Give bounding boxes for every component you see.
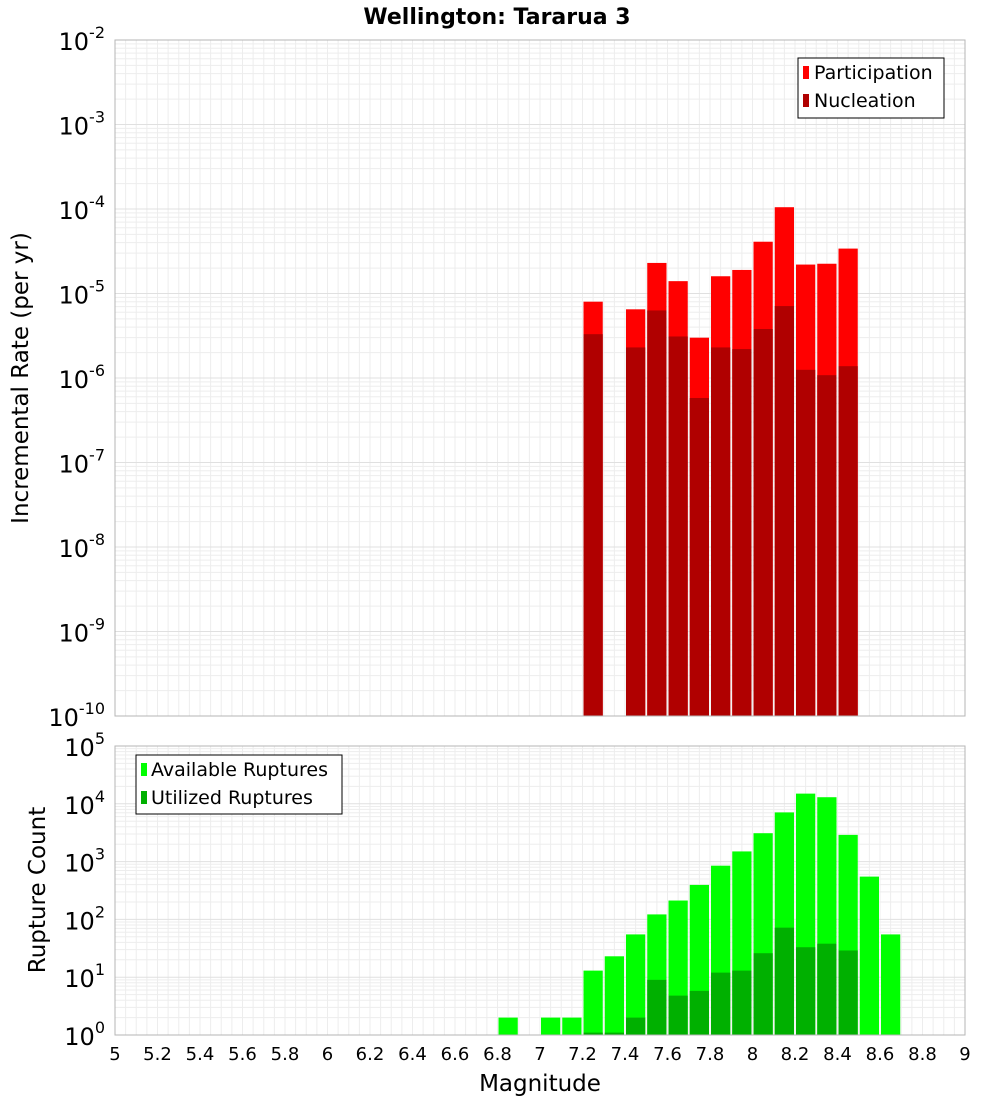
legend-label-nucleation: Nucleation — [814, 90, 916, 112]
bottom-y-tick-label: 103 — [64, 845, 105, 878]
bottom-bar-available-ruptures — [626, 934, 646, 1035]
bottom-legend-box — [135, 754, 343, 815]
bottom-bars — [498, 793, 901, 1035]
top-bar-nucleation — [647, 310, 667, 716]
top-bar-nucleation — [668, 336, 688, 716]
bottom-bar-available-ruptures — [541, 1017, 561, 1035]
top-y-tick-label: 10-10 — [48, 699, 105, 732]
top-y-tick-label: 10-2 — [59, 23, 106, 56]
top-bar-nucleation — [774, 306, 794, 716]
top-bar-nucleation — [817, 375, 837, 716]
x-tick-label: 8.6 — [866, 1044, 895, 1065]
x-tick-label: 8.8 — [908, 1044, 937, 1065]
top-bar-nucleation — [711, 347, 731, 716]
x-tick-label: 7.6 — [653, 1044, 682, 1065]
top-y-tick-label: 10-5 — [59, 277, 106, 310]
bottom-bar-utilized-ruptures — [838, 950, 858, 1035]
bottom-bar-utilized-ruptures — [732, 970, 752, 1035]
x-tick-label: 5.8 — [271, 1044, 300, 1065]
bottom-bar-utilized-ruptures — [647, 979, 667, 1035]
top-y-tick-label: 10-6 — [59, 361, 106, 394]
bottom-y-tick-labels: 100 101 102 103 104 105 — [64, 729, 105, 1051]
legend-swatch-participation — [803, 66, 809, 79]
top-plot-frame — [114, 39, 966, 717]
x-tick-label: 7 — [534, 1044, 545, 1065]
x-tick-label: 5.2 — [143, 1044, 172, 1065]
top-legend-box — [797, 57, 945, 119]
bottom-bar-utilized-ruptures — [774, 927, 794, 1035]
top-bar-nucleation — [838, 366, 858, 716]
bottom-bar-utilized-ruptures — [817, 943, 837, 1035]
bottom-bar-available-ruptures — [604, 956, 624, 1035]
legend-swatch-available — [141, 763, 147, 776]
x-tick-label: 8.4 — [823, 1044, 852, 1065]
bottom-bar-available-ruptures — [498, 1017, 518, 1035]
x-tick-label: 9 — [959, 1044, 970, 1065]
top-y-axis-label: Incremental Rate (per yr) — [8, 232, 34, 524]
bottom-y-axis-label: Rupture Count — [25, 807, 51, 973]
bottom-bar-utilized-ruptures — [711, 972, 731, 1035]
top-y-tick-label: 10-9 — [59, 615, 106, 648]
bottom-y-tick-label: 104 — [64, 787, 105, 820]
x-tick-label: 6.8 — [483, 1044, 512, 1065]
top-bar-nucleation — [732, 349, 752, 716]
bottom-bar-utilized-ruptures — [689, 990, 709, 1035]
bottom-bar-utilized-ruptures — [796, 947, 816, 1035]
top-y-tick-label: 10-7 — [59, 446, 106, 479]
rupture-count-panel: 100 101 102 103 104 105 5 5.2 5.4 5.6 5.8 6 6.2 6.4 6… — [25, 729, 971, 1097]
top-bar-nucleation — [796, 369, 816, 716]
x-tick-label: 8.2 — [781, 1044, 810, 1065]
bottom-bar-utilized-ruptures — [604, 1032, 624, 1035]
bottom-plot-frame — [114, 745, 966, 1036]
bottom-y-tick-label: 102 — [64, 902, 105, 935]
x-tick-label: 6.6 — [441, 1044, 470, 1065]
bottom-bar-available-ruptures — [583, 970, 603, 1035]
bottom-bar-available-ruptures — [881, 934, 901, 1035]
legend-label-available: Available Ruptures — [151, 759, 328, 781]
bottom-y-tick-label: 101 — [64, 960, 105, 993]
top-grid-lines — [115, 40, 965, 716]
bottom-y-tick-label: 105 — [64, 729, 105, 762]
bottom-bar-available-ruptures — [859, 876, 879, 1035]
top-bar-nucleation — [689, 397, 709, 716]
bottom-bar-utilized-ruptures — [583, 1032, 603, 1035]
x-tick-label: 5 — [109, 1044, 120, 1065]
top-legend: Participation Nucleation — [797, 57, 945, 119]
x-tick-label: 5.4 — [186, 1044, 215, 1065]
x-tick-label: 5.6 — [228, 1044, 257, 1065]
bottom-bar-utilized-ruptures — [753, 953, 773, 1035]
legend-swatch-utilized — [141, 791, 147, 804]
chart-title: Wellington: Tararua 3 — [363, 5, 630, 30]
x-tick-labels: 5 5.2 5.4 5.6 5.8 6 6.2 6.4 6.6 6.8 7 7.2 7.4 7.6 7.8 8… — [109, 1044, 970, 1065]
bottom-bar-utilized-ruptures — [668, 995, 688, 1035]
top-bars — [583, 207, 858, 716]
x-tick-label: 8 — [747, 1044, 758, 1065]
top-bar-nucleation — [753, 329, 773, 716]
top-bar-nucleation — [626, 347, 646, 716]
x-tick-label: 6.2 — [356, 1044, 385, 1065]
legend-label-utilized: Utilized Ruptures — [151, 787, 313, 809]
participation-nucleation-panel: 10-10 10-9 10-8 10-7 10-6 10-5 10-4 10-3 10-2 In… — [8, 23, 966, 732]
top-bar-nucleation — [583, 334, 603, 716]
top-y-tick-label: 10-4 — [59, 192, 106, 225]
x-axis-label: Magnitude — [479, 1071, 601, 1097]
top-y-tick-label: 10-3 — [59, 108, 106, 141]
x-tick-label: 7.8 — [696, 1044, 725, 1065]
x-tick-label: 6 — [322, 1044, 333, 1065]
x-tick-label: 7.4 — [611, 1044, 640, 1065]
top-y-tick-label: 10-8 — [59, 530, 106, 563]
bottom-bar-utilized-ruptures — [626, 1017, 646, 1035]
legend-label-participation: Participation — [814, 62, 933, 84]
bottom-y-tick-label: 100 — [64, 1018, 105, 1051]
bottom-bar-available-ruptures — [562, 1017, 582, 1035]
top-y-tick-labels: 10-10 10-9 10-8 10-7 10-6 10-5 10-4 10-3 10-2 — [48, 23, 105, 732]
legend-swatch-nucleation — [803, 94, 809, 107]
x-tick-label: 6.4 — [398, 1044, 427, 1065]
bottom-legend: Available Ruptures Utilized Ruptures — [135, 754, 343, 815]
x-tick-label: 7.2 — [568, 1044, 597, 1065]
